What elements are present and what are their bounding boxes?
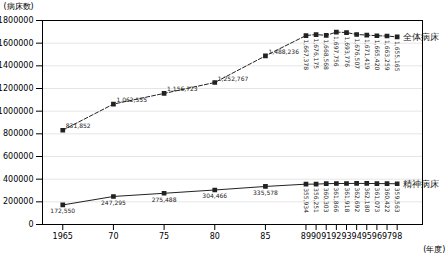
svg-text:600000: 600000 [3,152,34,161]
svg-text:361,918: 361,918 [344,187,351,212]
svg-text:362,692: 362,692 [354,187,361,212]
svg-text:800000: 800000 [3,129,34,138]
svg-text:1,676,175: 1,676,175 [313,39,320,70]
svg-text:1965: 1965 [53,232,73,241]
svg-text:1,252,767: 1,252,767 [218,75,249,82]
svg-text:(年度): (年度) [423,245,445,254]
svg-text:(病床数): (病床数) [4,2,34,11]
svg-text:94: 94 [352,232,362,241]
svg-text:1600000: 1600000 [0,39,34,48]
svg-text:831,852: 831,852 [66,122,91,129]
svg-text:全体病床: 全体病床 [403,32,439,42]
svg-text:400000: 400000 [3,175,34,184]
svg-text:1,062,555: 1,062,555 [116,96,147,103]
svg-text:75: 75 [159,232,169,241]
svg-text:247,295: 247,295 [101,199,126,206]
svg-text:精神病床: 精神病床 [403,179,439,189]
svg-text:89: 89 [301,232,311,241]
svg-text:1,488,236: 1,488,236 [268,48,299,55]
svg-text:1,697,756: 1,697,756 [333,36,340,67]
svg-text:70: 70 [108,232,118,241]
svg-text:98: 98 [392,232,402,241]
svg-text:90: 90 [311,232,321,241]
svg-text:361,073: 361,073 [374,188,381,213]
svg-text:80: 80 [210,232,220,241]
svg-text:92: 92 [331,232,341,241]
svg-text:275,488: 275,488 [152,196,177,203]
svg-text:1,667,378: 1,667,378 [303,40,310,71]
svg-text:356,251: 356,251 [313,188,320,213]
svg-text:91: 91 [321,232,331,241]
svg-text:361,866: 361,866 [333,187,340,212]
svg-text:1000000: 1000000 [0,107,34,116]
svg-text:172,550: 172,550 [50,207,75,214]
svg-text:1,655,165: 1,655,165 [394,41,401,72]
svg-text:1,671,419: 1,671,419 [364,39,371,70]
svg-text:304,466: 304,466 [202,192,227,199]
svg-text:362,180: 362,180 [364,187,371,212]
svg-text:1200000: 1200000 [0,84,34,93]
svg-text:355,934: 355,934 [303,188,310,213]
svg-text:85: 85 [260,232,270,241]
svg-text:1,693,776: 1,693,776 [344,37,351,68]
svg-text:360,422: 360,422 [384,188,391,213]
svg-text:1,676,507: 1,676,507 [354,38,361,69]
svg-text:200000: 200000 [3,197,34,206]
svg-text:1800000: 1800000 [0,16,34,25]
svg-text:359,563: 359,563 [394,188,401,213]
svg-text:0: 0 [28,220,33,229]
svg-text:93: 93 [341,232,351,241]
svg-text:95: 95 [362,232,372,241]
svg-text:1400000: 1400000 [0,61,34,70]
svg-text:1,663,259: 1,663,259 [384,40,391,71]
svg-text:1,665,420: 1,665,420 [374,40,381,71]
svg-text:335,578: 335,578 [253,189,278,196]
svg-text:360,303: 360,303 [323,188,330,213]
svg-text:1,668,568: 1,668,568 [323,39,330,70]
svg-text:96: 96 [372,232,382,241]
svg-text:1,156,723: 1,156,723 [167,85,198,92]
svg-text:97: 97 [382,232,392,241]
